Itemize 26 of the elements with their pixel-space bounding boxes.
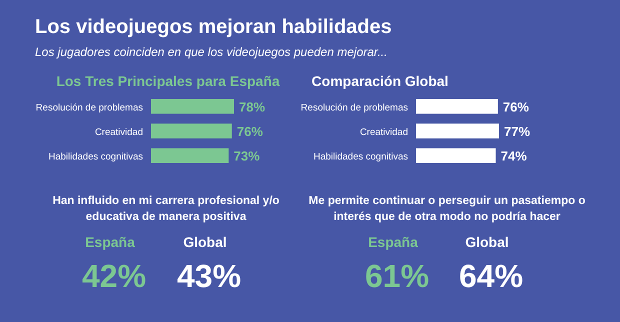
category-label: Global bbox=[465, 234, 509, 250]
y-tick-label: Resolución de problemas bbox=[300, 102, 408, 114]
data-label: 61% bbox=[364, 258, 430, 294]
text: Han influido en mi carrera profesional y/o educativa de manera positiva bbox=[52, 195, 280, 223]
data-label: 76% bbox=[502, 99, 530, 114]
data-label: 64% bbox=[458, 258, 524, 294]
data-label: 74% bbox=[500, 148, 528, 164]
data-label: 76% bbox=[236, 124, 264, 139]
y-tick-label: Resolución de problemas bbox=[36, 102, 144, 114]
data-label: 43% bbox=[176, 258, 242, 294]
y-tick-label: Habilidades cognitivas bbox=[313, 152, 408, 163]
category-label: España bbox=[368, 234, 418, 250]
data-label: 73% bbox=[234, 148, 260, 164]
data-label: 77% bbox=[504, 124, 530, 139]
category-label: España bbox=[85, 234, 136, 250]
category-label: Global bbox=[183, 234, 227, 250]
chart-title: Comparación Global bbox=[312, 73, 448, 89]
data-label: 78% bbox=[239, 99, 266, 114]
text: Me permite continuar o perseguir un pasatiempo o interés que de otra modo no podría hacer bbox=[308, 195, 586, 223]
text: Los jugadores coinciden en que los videojuegos pueden mejorar... bbox=[35, 45, 388, 59]
chart-title: Los Tres Principales para España bbox=[56, 73, 280, 89]
y-tick-label: Habilidades cognitivas bbox=[48, 152, 144, 163]
y-tick-label: Creatividad bbox=[360, 127, 408, 138]
text: Los videojuegos mejoran habilidades bbox=[35, 16, 392, 38]
data-label: 42% bbox=[82, 258, 146, 294]
y-tick-label: Creatividad bbox=[94, 127, 143, 138]
